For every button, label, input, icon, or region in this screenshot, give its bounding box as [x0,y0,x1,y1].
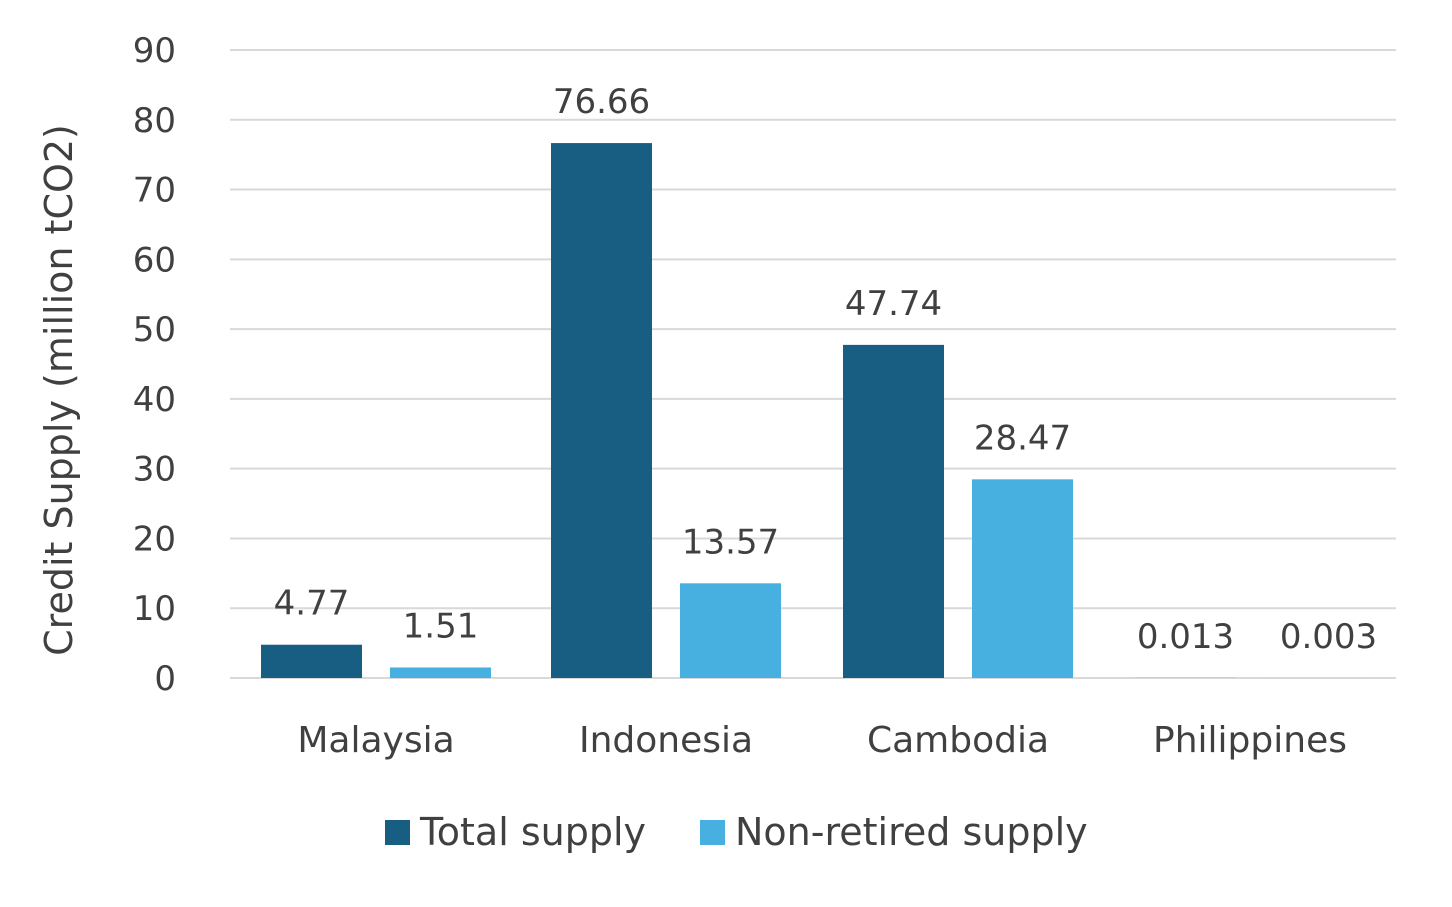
data-label: 0.013 [1137,617,1234,657]
data-labels: 4.77 1.51 76.66 13.57 47.74 28.47 0.013 0.003 [274,82,1378,657]
y-tick-label: 20 [133,519,176,559]
x-category-label: Malaysia [297,720,454,761]
y-tick-label: 10 [133,589,176,629]
bars [261,143,1365,678]
y-tick-label: 60 [133,240,176,280]
data-label: 0.003 [1280,617,1377,657]
y-tick-label: 70 [133,171,176,211]
x-axis-categories: Malaysia Indonesia Cambodia Philippines [297,720,1347,761]
data-label: 4.77 [274,584,350,624]
bar-non-retired-supply-malaysia [390,667,491,678]
legend-swatch [385,820,410,845]
gridlines [230,49,1396,679]
x-category-label: Philippines [1153,720,1347,761]
bar-non-retired-supply-indonesia [680,583,781,678]
y-tick-label: 0 [154,659,176,699]
data-label: 28.47 [974,418,1071,458]
data-label: 76.66 [553,82,650,122]
x-category-label: Cambodia [867,720,1049,761]
y-tick-label: 80 [133,101,176,141]
bar-total-supply-malaysia [261,644,362,678]
bar-total-supply-indonesia [551,143,652,678]
x-category-label: Indonesia [579,720,753,761]
y-axis-ticks: 0 10 20 30 40 50 60 70 80 90 [133,31,176,699]
y-axis-title: Credit Supply (million tCO2) [37,124,81,656]
data-label: 13.57 [682,522,779,562]
bar-non-retired-supply-cambodia [972,479,1073,678]
data-label: 47.74 [845,284,942,324]
data-label: 1.51 [403,606,479,646]
y-tick-label: 90 [133,31,176,71]
y-tick-label: 50 [133,310,176,350]
legend-label: Non-retired supply [735,810,1088,854]
y-tick-label: 30 [133,450,176,490]
legend-label: Total supply [419,810,646,854]
legend-swatch [700,820,725,845]
legend: Total supply Non-retired supply [385,810,1088,854]
y-tick-label: 40 [133,380,176,420]
bar-total-supply-cambodia [843,344,944,678]
